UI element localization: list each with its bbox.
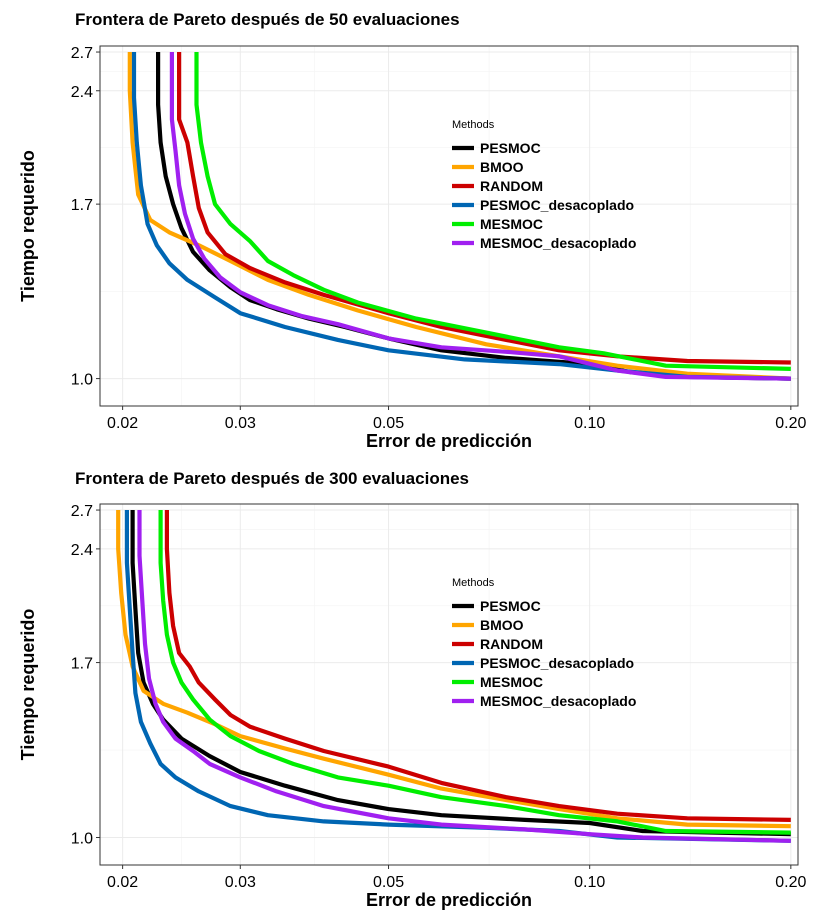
y-axis-title: Tiempo requerido	[18, 609, 38, 761]
x-tick-label: 0.03	[225, 415, 256, 432]
chart-panel-50-evaluations: Frontera de Pareto después de 50 evaluac…	[18, 10, 807, 451]
legend: Methods PESMOC BMOO RANDOM PESMOC_desacoplad…	[452, 119, 636, 251]
series-line-random	[164, 510, 791, 822]
legend-label: MESMOC_desacoplado	[480, 693, 636, 709]
legend-label: MESMOC_desacoplado	[480, 235, 636, 251]
series-line-pesmoc-desacoplado	[131, 52, 791, 381]
y-tick-label: 2.7	[71, 503, 93, 520]
legend: Methods PESMOC BMOO RANDOM PESMOC_desacoplad…	[452, 577, 636, 709]
legend-label: PESMOC	[480, 140, 541, 156]
x-tick-label: 0.05	[373, 874, 404, 891]
legend-label: PESMOC_desacoplado	[480, 655, 634, 671]
y-tick-label: 2.7	[71, 45, 93, 62]
legend-label: MESMOC	[480, 216, 543, 232]
y-tick-label: 2.4	[71, 542, 93, 559]
series-group	[127, 52, 791, 381]
chart-title: Frontera de Pareto después de 300 evalua…	[75, 469, 469, 488]
y-axis-title: Tiempo requerido	[18, 150, 38, 302]
plot-frame	[99, 45, 799, 407]
x-tick-label: 0.20	[775, 874, 806, 891]
series-line-bmoo	[116, 510, 791, 829]
x-tick-label: 0.02	[107, 415, 138, 432]
legend-label: RANDOM	[480, 636, 543, 652]
x-tick-label: 0.10	[574, 415, 605, 432]
series-line-mesmoc-desacoplado	[169, 52, 791, 381]
series-line-mesmoc-desacoplado	[137, 510, 791, 843]
legend-title: Methods	[452, 577, 495, 589]
legend-label: RANDOM	[480, 178, 543, 194]
legend-label: PESMOC	[480, 598, 541, 614]
legend-label: PESMOC_desacoplado	[480, 197, 634, 213]
series-line-random	[177, 52, 791, 365]
legend-label: MESMOC	[480, 674, 543, 690]
x-tick-label: 0.02	[107, 874, 138, 891]
series-group	[116, 510, 791, 843]
y-tick-label: 2.4	[71, 84, 93, 101]
series-line-mesmoc	[158, 510, 791, 835]
legend-label: BMOO	[480, 159, 524, 175]
y-tick-label: 1.7	[71, 197, 93, 214]
y-tick-label: 1.7	[71, 656, 93, 673]
x-axis-title: Error de predicción	[366, 431, 532, 451]
legend-title: Methods	[452, 119, 495, 131]
x-tick-label: 0.20	[775, 415, 806, 432]
legend-label: BMOO	[480, 617, 524, 633]
x-tick-label: 0.05	[373, 415, 404, 432]
chart-title: Frontera de Pareto después de 50 evaluac…	[75, 10, 460, 29]
y-tick-label: 1.0	[71, 372, 93, 389]
x-tick-label: 0.10	[574, 874, 605, 891]
x-axis-title: Error de predicción	[366, 890, 532, 910]
x-tick-label: 0.03	[225, 874, 256, 891]
series-line-mesmoc	[194, 52, 791, 371]
y-tick-label: 1.0	[71, 831, 93, 848]
chart-panel-300-evaluations: Frontera de Pareto después de 300 evalua…	[18, 469, 807, 910]
series-line-pesmoc	[130, 510, 791, 837]
plot-frame	[99, 503, 799, 866]
